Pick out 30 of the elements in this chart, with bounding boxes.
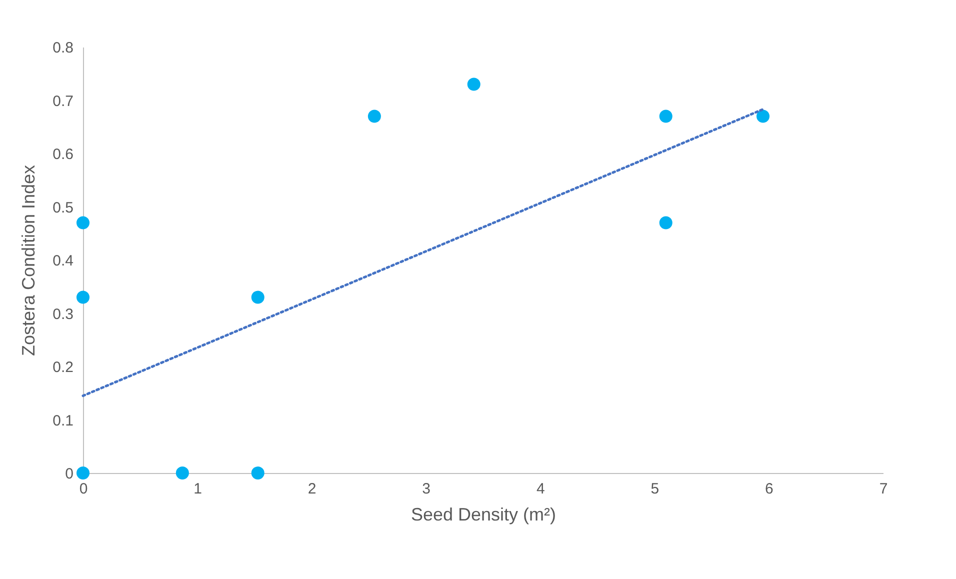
x-tick-label: 6 <box>765 480 774 498</box>
y-tick-label: 0.5 <box>52 199 74 216</box>
x-tick-label: 5 <box>650 480 660 498</box>
point <box>368 110 381 123</box>
point <box>467 78 480 91</box>
point <box>251 466 264 480</box>
y-tick-label: 0.2 <box>52 359 74 376</box>
x-tick-label: 2 <box>308 480 316 498</box>
y-tick-label: 0.4 <box>52 252 74 270</box>
x-axis-title: Seed Density (m²) <box>410 504 556 524</box>
point <box>251 290 264 304</box>
y-tick-label: 0.1 <box>52 412 74 430</box>
x-tick-label: 4 <box>536 480 545 498</box>
point <box>76 216 90 230</box>
y-tick-label: 0 <box>65 466 74 482</box>
point <box>659 110 672 123</box>
point <box>659 216 672 230</box>
point <box>76 290 90 304</box>
y-tick-label: 0.7 <box>52 92 74 110</box>
x-tick-label: 7 <box>879 480 888 498</box>
y-axis-title: Zostera Condition Index <box>18 164 39 356</box>
x-tick-label: 3 <box>422 480 431 498</box>
point <box>176 466 189 480</box>
x-tick-label: 0 <box>79 480 88 498</box>
y-tick-label: 0.6 <box>52 146 74 163</box>
y-tick-label: 0.3 <box>52 306 74 323</box>
y-tick-label: 0.8 <box>52 40 74 56</box>
point <box>756 110 770 123</box>
x-tick-label: 1 <box>194 480 202 498</box>
point <box>76 466 90 480</box>
